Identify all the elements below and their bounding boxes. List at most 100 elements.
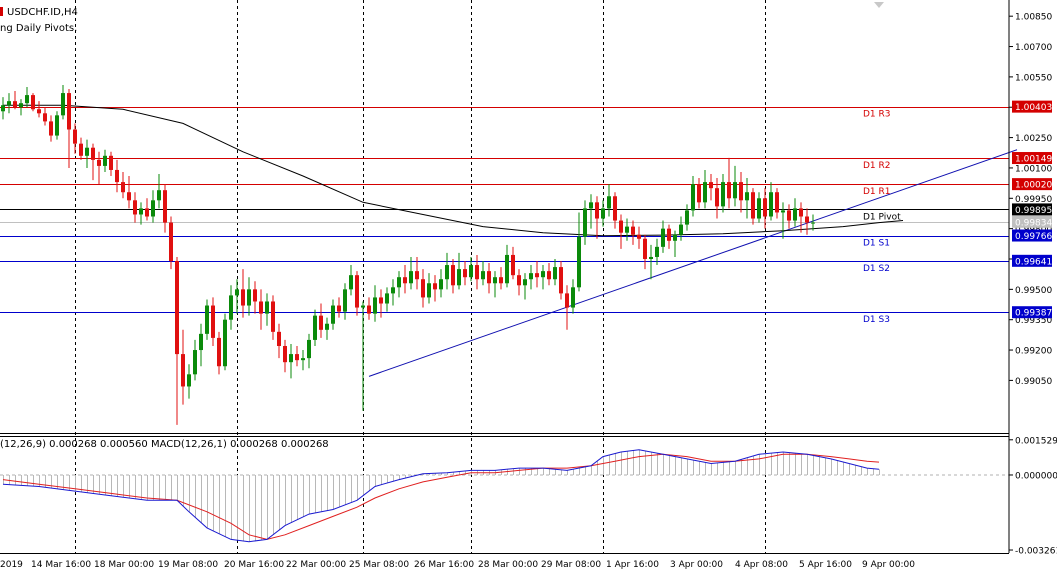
- x-tick-label: 1 Apr 16:00: [606, 560, 659, 570]
- candle-body: [427, 283, 431, 298]
- candle: [127, 176, 131, 209]
- candle: [193, 339, 197, 381]
- price-tag-bg: [1012, 306, 1052, 319]
- x-tick-label: 2019: [0, 560, 23, 570]
- candle: [487, 263, 491, 294]
- x-tick-label: 5 Apr 16:00: [799, 560, 852, 570]
- macd-panel: [0, 449, 1009, 543]
- candle-body: [631, 226, 635, 235]
- candle: [157, 174, 161, 209]
- x-tick-label: 19 Mar 08:00: [158, 560, 218, 570]
- x-tick-label: 26 Mar 16:00: [414, 560, 474, 570]
- price-tag-bg: [1012, 152, 1052, 165]
- candle-body: [253, 289, 257, 302]
- candle: [727, 157, 731, 209]
- candle-body: [343, 289, 347, 312]
- y-tick-label: 1.00700: [1015, 43, 1052, 53]
- candle: [43, 107, 47, 126]
- candle: [337, 297, 341, 318]
- candle: [37, 101, 41, 118]
- candle-body: [211, 305, 215, 338]
- candle-body: [193, 350, 197, 375]
- candle-body: [751, 192, 755, 219]
- candle: [691, 176, 695, 217]
- y-tick-label: 0.99950: [1015, 195, 1052, 205]
- candle: [307, 333, 311, 369]
- candle-body: [589, 202, 593, 209]
- candle: [571, 279, 575, 314]
- candle-body: [217, 337, 221, 367]
- y-tick-label: 1.00550: [1015, 73, 1052, 83]
- candle-body: [475, 265, 479, 280]
- pivot-label: D1 S1: [863, 239, 890, 249]
- candle: [439, 269, 443, 298]
- candle-body: [205, 305, 209, 334]
- candle: [349, 265, 353, 296]
- scroll-marker-icon[interactable]: [874, 2, 884, 8]
- candle-body: [175, 261, 179, 355]
- candle-body: [43, 113, 47, 122]
- candle: [379, 289, 383, 318]
- candle: [133, 192, 137, 223]
- x-tick-label: 28 Mar 00:00: [478, 560, 538, 570]
- candle-body: [493, 277, 497, 284]
- candle-body: [643, 238, 647, 259]
- candle: [385, 287, 389, 312]
- macd-y-tick-label: 0.001529: [1015, 436, 1057, 446]
- candle-body: [37, 109, 41, 114]
- y-tick-label: 0.99500: [1015, 286, 1052, 296]
- candle: [301, 350, 305, 371]
- x-tick-label: 25 Mar 08:00: [349, 560, 409, 570]
- candle: [421, 269, 425, 308]
- candle-body: [73, 129, 77, 144]
- candle-body: [373, 297, 377, 314]
- candle: [499, 267, 503, 290]
- y-tick-label: 1.00100: [1015, 164, 1052, 174]
- candle-body: [691, 184, 695, 211]
- pivot-label: D1 R1: [863, 187, 891, 197]
- price-tag-text: 1.00149: [1015, 155, 1052, 165]
- candle-body: [535, 273, 539, 278]
- candle-body: [289, 354, 293, 363]
- macd-main-line: [2, 449, 880, 543]
- candle: [451, 258, 455, 294]
- candle: [67, 89, 71, 168]
- candle-body: [97, 159, 101, 166]
- candle-body: [505, 254, 509, 284]
- candle-body: [793, 208, 797, 221]
- candle-body: [781, 210, 785, 213]
- x-tick-label: 29 Mar 08:00: [541, 560, 601, 570]
- candle: [115, 159, 119, 193]
- candle-body: [439, 279, 443, 290]
- candle-body: [181, 354, 185, 387]
- macd-signal-line: [2, 453, 880, 540]
- candle: [19, 99, 23, 116]
- macd-y-tick-label: 0.000000: [1015, 471, 1057, 481]
- price-tag: 0.99766: [1012, 229, 1052, 242]
- price-tags: 1.00403 1.00149 1.00020 0.99895 0.99766 0.996…: [1012, 100, 1052, 319]
- candle: [637, 226, 641, 249]
- candle: [205, 299, 209, 340]
- candle: [679, 216, 683, 241]
- symbol-title: USDCHF.ID,H4: [7, 7, 78, 18]
- candle: [553, 258, 557, 286]
- candle-body: [307, 339, 311, 359]
- candle-body: [379, 297, 383, 304]
- candle-body: [415, 271, 419, 280]
- candle: [241, 269, 245, 318]
- x-tick-label: 14 Mar 16:00: [31, 560, 91, 570]
- candle: [655, 238, 659, 266]
- candle-body: [547, 271, 551, 280]
- candle: [745, 178, 749, 219]
- candle-body: [625, 226, 629, 233]
- candle: [79, 137, 83, 160]
- candle-body: [481, 271, 485, 280]
- candle: [703, 169, 707, 209]
- candle: [373, 285, 377, 322]
- candle: [415, 256, 419, 290]
- candle-body: [259, 301, 263, 314]
- candle-body: [709, 182, 713, 189]
- moving-average-line: [3, 104, 904, 237]
- candle: [769, 182, 773, 221]
